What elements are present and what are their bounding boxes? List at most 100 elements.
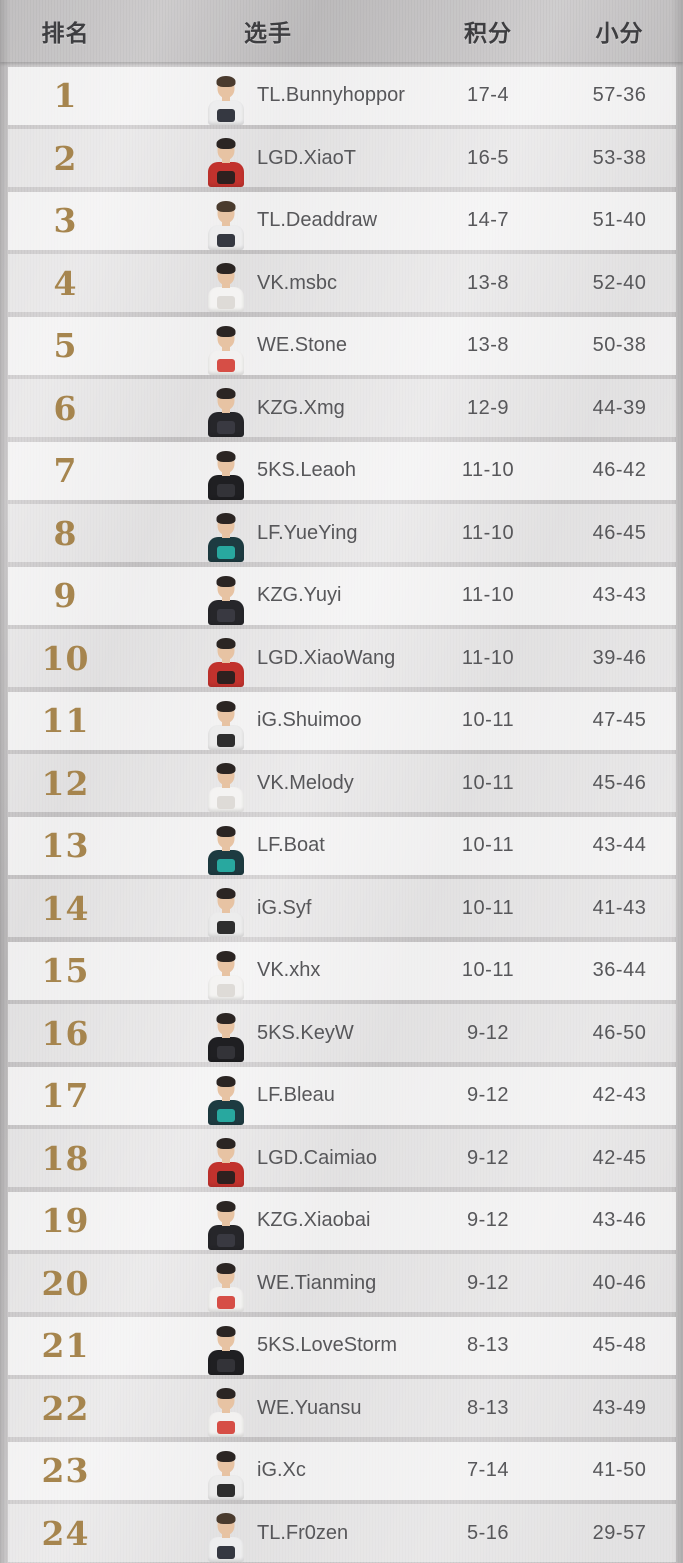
avatar-neck (222, 95, 230, 101)
avatar-chest-accent (217, 108, 235, 122)
player-avatar (205, 1387, 247, 1437)
table-row: 20 WE.Tianming 9-12 40-46 (8, 1254, 676, 1312)
player-cell: LGD.Caimiao (123, 1129, 413, 1187)
player-avatar (205, 825, 247, 875)
avatar-chest-accent (217, 1233, 235, 1247)
player-avatar (205, 200, 247, 250)
player-name: KZG.Yuyi (257, 584, 342, 606)
rank-number: 2 (53, 138, 78, 178)
avatar-chest-accent (217, 796, 235, 809)
minor-score-value: 42-43 (592, 1084, 647, 1106)
avatar-neck (222, 1283, 230, 1288)
column-header-points: 积分 (464, 20, 512, 46)
player-name: KZG.Xmg (257, 396, 345, 419)
points-value: 10-11 (461, 834, 515, 856)
minor-score-value: 47-45 (592, 709, 647, 731)
minor-score-value: 39-46 (592, 646, 647, 669)
player-cell: LF.Bleau (123, 1067, 413, 1125)
avatar-chest-accent (217, 483, 235, 497)
points-value: 9-12 (466, 1209, 510, 1231)
avatar-hair (216, 1388, 236, 1399)
avatar-chest-accent (217, 296, 235, 309)
avatar-hair (216, 1325, 236, 1337)
rank-number: 24 (41, 1513, 90, 1553)
player-cell: iG.Syf (123, 879, 413, 937)
minor-score-value: 51-40 (592, 209, 647, 231)
player-name: 5KS.LoveStorm (257, 1334, 398, 1356)
player-avatar (205, 1450, 247, 1500)
avatar-neck (222, 595, 230, 601)
rank-number: 3 (53, 201, 78, 240)
player-name: KZG.Xiaobai (257, 1209, 371, 1231)
player-cell: 5KS.LoveStorm (123, 1317, 413, 1375)
avatar-chest-accent (217, 171, 235, 184)
table-row: 3 TL.Deaddraw 14-7 51-40 (8, 191, 676, 250)
avatar-hair (216, 950, 236, 962)
points-value: 9-12 (466, 1271, 510, 1294)
points-value: 17-4 (466, 84, 510, 106)
player-name: LF.Boat (257, 834, 325, 856)
points-value: 9-12 (466, 1084, 510, 1106)
avatar-hair (216, 1013, 236, 1024)
player-name: WE.Stone (257, 334, 348, 356)
table-row: 4 VK.msbc 13-8 52-40 (8, 254, 676, 312)
player-cell: VK.msbc (123, 254, 413, 312)
avatar-hair (216, 1263, 236, 1274)
minor-score-value: 36-44 (592, 959, 647, 981)
avatar-neck (222, 1533, 230, 1538)
avatar-chest-accent (217, 671, 235, 684)
rank-number: 1 (53, 76, 78, 115)
player-name: VK.msbc (257, 271, 338, 294)
rank-number: 7 (53, 451, 78, 490)
points-value: 7-14 (466, 1459, 510, 1481)
rank-number: 11 (41, 701, 90, 740)
table-row: 23 iG.Xc 7-14 41-50 (8, 1441, 676, 1500)
player-avatar (205, 637, 247, 687)
rank-number: 21 (41, 1326, 90, 1365)
player-avatar (205, 1325, 247, 1375)
points-value: 11-10 (461, 521, 515, 544)
player-avatar (205, 75, 247, 125)
player-name: LGD.XiaoT (257, 146, 356, 169)
avatar-chest-accent (217, 358, 235, 372)
minor-score-value: 43-44 (592, 834, 647, 856)
avatar-neck (222, 1470, 230, 1476)
player-cell: WE.Tianming (123, 1254, 413, 1312)
avatar-chest-accent (217, 921, 235, 934)
minor-score-value: 46-45 (592, 521, 647, 544)
column-header-minor: 小分 (595, 20, 644, 46)
avatar-hair (216, 388, 236, 399)
avatar-neck (222, 1408, 230, 1413)
avatar-neck (222, 1033, 230, 1038)
player-cell: KZG.Xiaobai (123, 1192, 413, 1250)
table-row: 19 KZG.Xiaobai 9-12 43-46 (8, 1191, 676, 1250)
avatar-hair (216, 575, 236, 587)
table-row: 16 5KS.KeyW 9-12 46-50 (8, 1004, 676, 1062)
player-name: iG.Xc (257, 1459, 306, 1481)
rank-number: 14 (41, 888, 90, 928)
avatar-chest-accent (217, 983, 235, 997)
minor-score-value: 41-50 (592, 1459, 647, 1481)
points-value: 11-10 (461, 459, 515, 481)
column-header-player: 选手 (244, 20, 292, 46)
minor-score-value: 43-43 (592, 584, 647, 606)
rank-number: 23 (41, 1451, 90, 1490)
points-value: 12-9 (466, 396, 510, 419)
avatar-chest-accent (217, 1171, 235, 1184)
avatar-neck (222, 658, 230, 663)
avatar-neck (222, 533, 230, 538)
player-cell: VK.xhx (123, 942, 413, 1000)
minor-score-value: 40-46 (592, 1271, 647, 1294)
minor-score-value: 50-38 (592, 334, 647, 356)
rank-number: 8 (53, 513, 78, 553)
avatar-neck (222, 158, 230, 163)
rank-number: 16 (41, 1013, 90, 1053)
table-row: 21 5KS.LoveStorm 8-13 45-48 (8, 1316, 676, 1375)
avatar-neck (222, 1158, 230, 1163)
minor-score-value: 45-46 (592, 771, 647, 794)
player-avatar (205, 325, 247, 375)
avatar-hair (216, 825, 236, 837)
avatar-neck (222, 220, 230, 226)
rank-number: 13 (41, 826, 90, 865)
avatar-neck (222, 408, 230, 413)
